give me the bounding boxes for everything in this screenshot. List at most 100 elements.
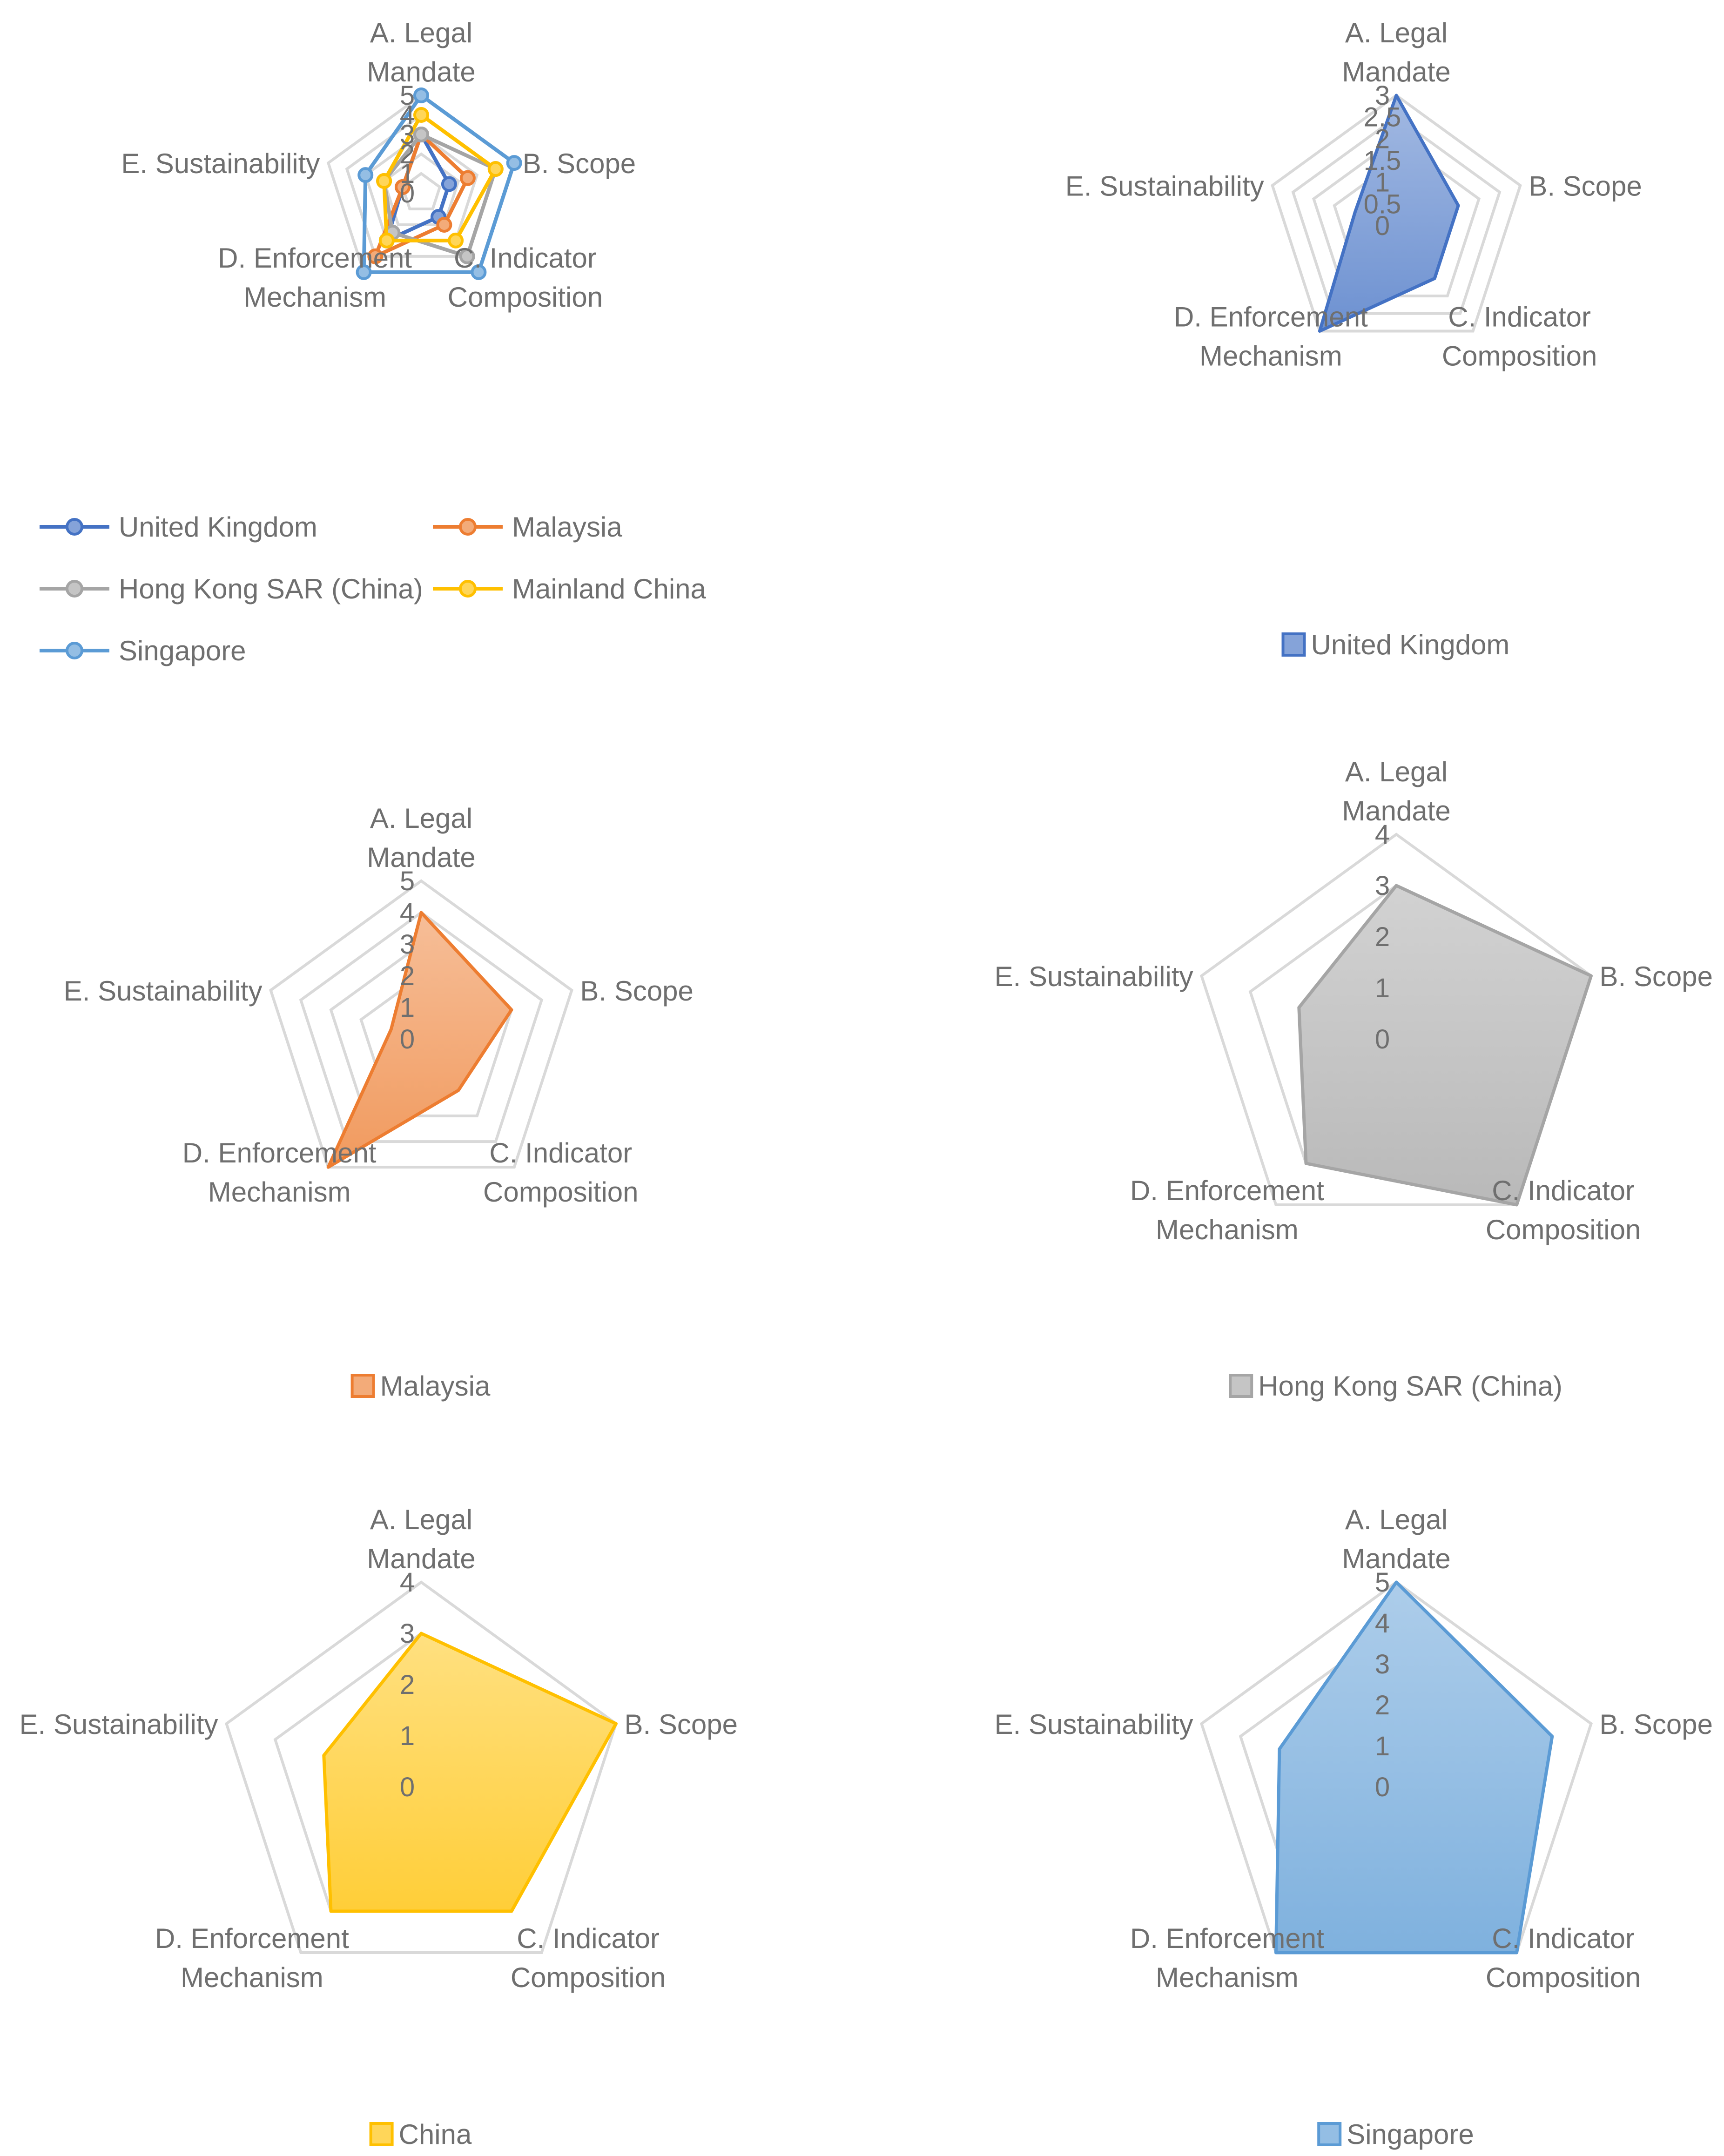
data-point xyxy=(376,173,392,189)
legend-marker xyxy=(459,580,477,598)
tick-label: 2 xyxy=(1375,124,1390,154)
tick-label: 3 xyxy=(400,929,415,960)
axis-label: C. Indicator Composition xyxy=(1442,302,1597,372)
axis-label: A. Legal Mandate xyxy=(1342,17,1451,87)
grid-ring xyxy=(1199,833,1593,1206)
tick-label: 0 xyxy=(1375,1024,1390,1054)
axis-label: B. Scope xyxy=(1600,961,1713,992)
legend-item: Malaysia xyxy=(350,1370,491,1402)
axis-label: E. Sustainability xyxy=(121,148,320,179)
data-point xyxy=(367,248,384,264)
legend-swatch xyxy=(350,1374,375,1398)
legend-label: Malaysia xyxy=(380,1370,491,1402)
tick-label: 1 xyxy=(1375,1731,1390,1761)
tick-label: 0 xyxy=(1375,1772,1390,1802)
tick-label: 1 xyxy=(1375,973,1390,1003)
axis-label: B. Scope xyxy=(1529,171,1642,202)
data-point xyxy=(413,107,429,123)
tick-labels: 0 1 2 3 4 xyxy=(400,1567,415,1802)
tick-label: 1 xyxy=(400,1721,415,1751)
series-line-singapore xyxy=(362,94,516,274)
data-point xyxy=(395,179,411,195)
axis-label: C. Indicator Composition xyxy=(1486,1175,1641,1245)
axis-label: E. Sustainability xyxy=(995,961,1193,992)
tick-label: 1 xyxy=(1375,168,1390,198)
tick-label: 2 xyxy=(400,139,415,169)
tick-label: 1.5 xyxy=(1364,146,1401,176)
axis-label: E. Sustainability xyxy=(20,1709,218,1740)
radar-chart-6: 0 1 2 3 4 5A. Legal Mandate B. Scope C. Indicato… xyxy=(995,1504,1713,2150)
data-point xyxy=(506,155,522,171)
tick-label: 3 xyxy=(1375,871,1390,901)
data-point xyxy=(357,167,374,183)
axis-labels: A. Legal Mandate B. Scope C. Indicator Compo… xyxy=(20,1504,738,1993)
legend-item: United Kingdom xyxy=(1281,629,1510,660)
tick-label: 4 xyxy=(400,1567,415,1598)
series-area-singapore xyxy=(1274,1580,1554,1955)
axis-label: A. Legal Mandate xyxy=(1342,1504,1451,1574)
tick-labels: 0 1 2 3 4 xyxy=(1375,819,1390,1054)
axis-label: D. Enforcement Mechanism xyxy=(1130,1923,1324,1993)
legend-label: Singapore xyxy=(1347,2119,1474,2150)
tick-label: 0.5 xyxy=(1364,189,1401,219)
tick-label: 4 xyxy=(1375,1608,1390,1639)
grid-ring xyxy=(224,1580,618,1954)
series-line-mainland-china xyxy=(382,113,498,242)
series-area-malaysia xyxy=(326,911,513,1169)
data-point xyxy=(413,127,429,142)
data-point xyxy=(378,232,395,249)
axis-label: E. Sustainability xyxy=(1065,171,1264,202)
data-point xyxy=(356,264,372,280)
grid-ring xyxy=(299,911,544,1143)
tick-labels: 00.511.522.53 xyxy=(1364,81,1401,241)
tick-label: 1 xyxy=(400,993,415,1023)
tick-label: 3 xyxy=(400,120,415,150)
axis-label: A. Legal Mandate xyxy=(367,803,476,873)
axis-label: B. Scope xyxy=(523,148,636,179)
legend: Hong Kong SAR (China) xyxy=(1229,1370,1562,1402)
radar-chart-4: 0 1 2 3 4A. Legal Mandate B. Scope C. Indicator… xyxy=(995,756,1713,1402)
legend-label: United Kingdom xyxy=(1311,629,1510,660)
legend-item: Hong Kong SAR (China) xyxy=(1229,1370,1562,1402)
data-point xyxy=(459,170,476,186)
axis-labels: A. Legal Mandate B. Scope C. Indicator Compo… xyxy=(121,17,636,313)
legend-swatch xyxy=(1281,632,1306,657)
legend: China xyxy=(369,2119,472,2150)
grid-ring xyxy=(1271,94,1522,333)
axis-label: D. Enforcement Mechanism xyxy=(218,242,412,313)
tick-label: 2 xyxy=(1375,1690,1390,1720)
legend-swatch xyxy=(1317,2122,1342,2146)
data-point xyxy=(487,161,504,177)
data-point xyxy=(436,217,452,233)
legend-marker xyxy=(66,518,83,536)
legend-label: Hong Kong SAR (China) xyxy=(1258,1370,1562,1402)
radar-chart-2: 00.511.522.53A. Legal Mandate B. Scope C. I… xyxy=(1065,17,1642,660)
legend-swatch xyxy=(369,2122,394,2146)
axis-label: C. Indicator Composition xyxy=(1486,1923,1641,1993)
axis-labels: A. Legal Mandate B. Scope C. Indicator Compo… xyxy=(995,1504,1713,1993)
axis-label: B. Scope xyxy=(580,975,694,1007)
radar-chart-5: 0 1 2 3 4A. Legal Mandate B. Scope C. Indicator… xyxy=(20,1504,738,2150)
tick-label: 2 xyxy=(400,1670,415,1700)
tick-label: 1 xyxy=(400,159,415,189)
legend-label: Hong Kong SAR (China) xyxy=(119,573,423,604)
axis-label: B. Scope xyxy=(1600,1709,1713,1740)
tick-label: 4 xyxy=(1375,819,1390,850)
axis-label: E. Sustainability xyxy=(64,975,263,1007)
axis-label: D. Enforcement Mechanism xyxy=(1130,1175,1324,1245)
axis-label: D. Enforcement Mechanism xyxy=(182,1137,377,1208)
data-point xyxy=(471,264,487,280)
tick-label: 5 xyxy=(400,866,415,896)
legend-item: United Kingdom xyxy=(40,511,317,543)
tick-label: 2 xyxy=(1375,922,1390,952)
tick-label: 3 xyxy=(1375,81,1390,111)
tick-label: 0 xyxy=(400,1772,415,1802)
legend: United Kingdom xyxy=(1281,629,1510,660)
legend-label: United Kingdom xyxy=(119,511,317,543)
axis-labels: A. Legal Mandate B. Scope C. Indicator Compo… xyxy=(1065,17,1642,372)
